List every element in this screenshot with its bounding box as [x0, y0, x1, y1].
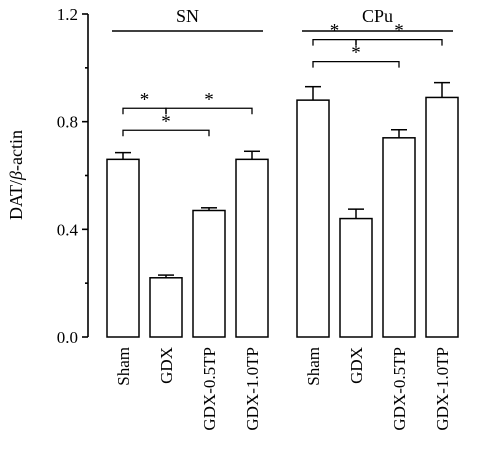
chart-groups: Sham GDX GDX-0.5TP GDX-1.0TP SN * * * Sham GDX GDX… [106, 6, 459, 431]
y-tick-label: 0.0 [57, 328, 78, 347]
group-label: SN [176, 6, 199, 26]
bar [149, 277, 183, 338]
x-tick-label: GDX [347, 347, 366, 384]
x-tick-label: GDX-1.0TP [243, 347, 262, 431]
bar [339, 217, 373, 338]
significance-bracket [355, 38, 443, 46]
significance-bracket [122, 129, 210, 137]
significance-star: * [140, 89, 150, 110]
significance-star: * [351, 43, 361, 64]
x-tick-label: GDX-0.5TP [200, 347, 219, 431]
axes: 0.0 0.4 0.8 1.2 DAT/β-actin [6, 5, 89, 347]
y-tick-label: 0.8 [57, 113, 78, 132]
significance-bracket [165, 107, 253, 115]
significance-star: * [330, 21, 340, 42]
x-tick-label: Sham [304, 347, 323, 386]
significance-star: * [204, 89, 214, 110]
group-sn: Sham GDX GDX-0.5TP GDX-1.0TP SN * * * [106, 6, 269, 431]
bar [425, 96, 459, 338]
significance-star: * [394, 21, 404, 42]
bar [235, 158, 269, 338]
x-tick-label: GDX-1.0TP [433, 347, 452, 431]
y-axis-label-part: β [6, 171, 26, 181]
x-tick-label: Sham [114, 347, 133, 386]
x-tick-label: GDX-0.5TP [390, 347, 409, 431]
group-label: CPu [362, 6, 393, 26]
bar [382, 137, 416, 338]
bar [296, 99, 330, 338]
y-axis-label-part: DAT/ [6, 180, 26, 220]
y-tick-label: 0.4 [57, 220, 79, 239]
significance-star: * [161, 111, 171, 132]
bar [106, 158, 140, 338]
x-tick-label: GDX [157, 347, 176, 384]
bar [192, 209, 226, 338]
significance-bracket [312, 60, 400, 68]
y-tick-label: 1.2 [57, 5, 78, 24]
y-axis-label-part: -actin [6, 130, 26, 171]
y-axis-label: DAT/β-actin [6, 130, 26, 220]
